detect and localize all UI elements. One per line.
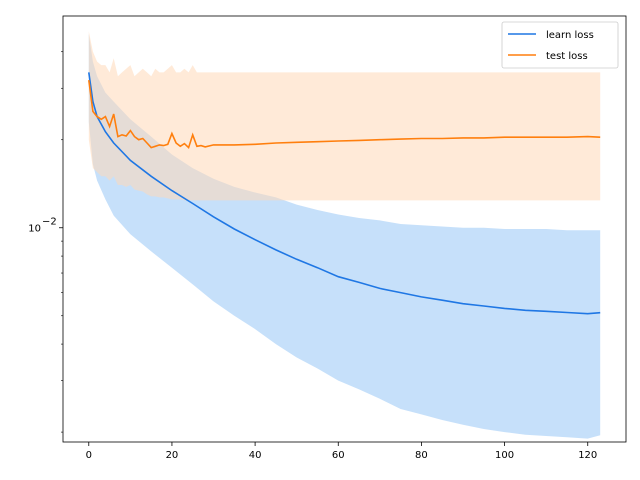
- legend-label-test-loss: test loss: [546, 51, 588, 62]
- x-axis-ticks: 0 20 40 60 80 100 120: [86, 442, 597, 461]
- x-tick-label: 120: [578, 450, 597, 461]
- x-tick-label: 100: [495, 450, 514, 461]
- y-tick-label-exponent: −2: [42, 217, 57, 228]
- plot-frame: [62, 15, 627, 443]
- learn-loss-line: [88, 72, 601, 315]
- x-tick-label: 80: [415, 450, 428, 461]
- legend-label-learn-loss: learn loss: [546, 30, 594, 41]
- confidence-bands: [88, 31, 601, 439]
- x-tick-label: 20: [166, 450, 179, 461]
- y-tick-label-base: 10: [28, 224, 41, 235]
- x-tick-label: 0: [86, 450, 92, 461]
- legend: learn loss test loss: [501, 21, 619, 69]
- y-major-tick-label: 10 −2: [28, 217, 56, 235]
- test-loss-band: [88, 31, 601, 201]
- learn-loss-band: [88, 34, 601, 439]
- x-tick-label: 60: [332, 450, 345, 461]
- series-lines: [88, 72, 601, 315]
- test-loss-line: [88, 79, 601, 150]
- x-tick-label: 40: [249, 450, 262, 461]
